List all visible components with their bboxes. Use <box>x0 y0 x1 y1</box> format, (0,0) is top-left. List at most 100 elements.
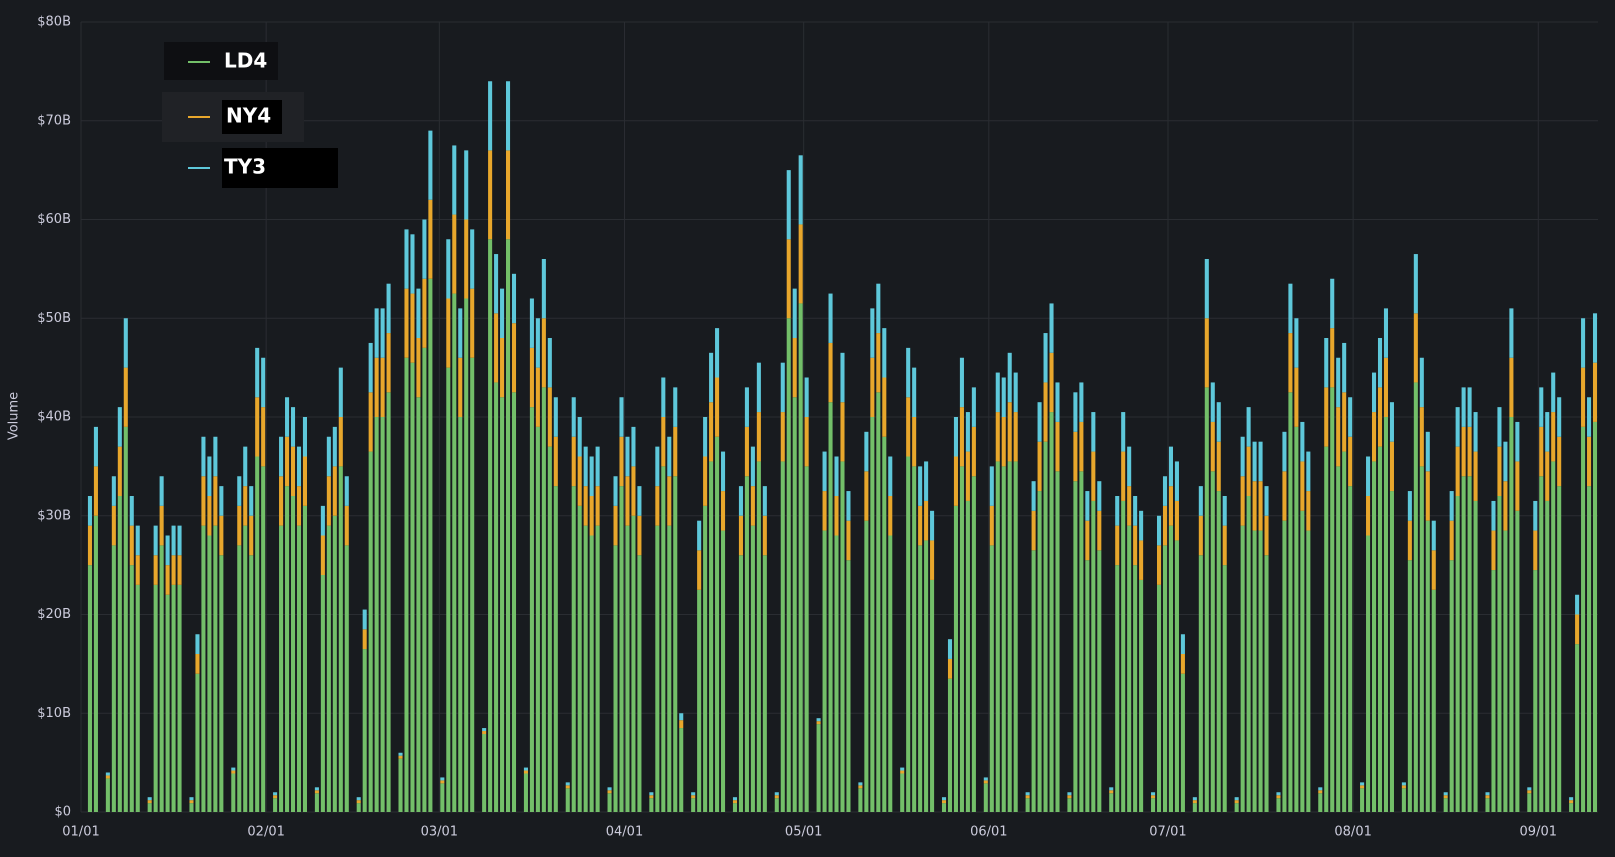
bar-segment <box>1067 798 1072 812</box>
bar-segment <box>870 308 875 358</box>
bar-segment <box>959 357 964 408</box>
bar-segment <box>965 451 970 501</box>
legend-label[interactable]: NY4 <box>226 104 271 128</box>
bar-segment <box>302 417 307 457</box>
bar-segment <box>302 505 307 812</box>
bar-segment <box>1067 792 1072 796</box>
legend-label[interactable]: TY3 <box>224 155 266 179</box>
bar-segment <box>930 510 935 541</box>
bar-segment <box>882 436 887 812</box>
bar-segment <box>882 377 887 437</box>
bar-segment <box>547 387 552 447</box>
bar-segment <box>117 446 122 496</box>
bar-segment <box>619 397 624 437</box>
bar-segment <box>774 792 779 796</box>
bar-segment <box>1503 530 1508 812</box>
bar-segment <box>1031 550 1036 812</box>
bar-segment <box>1097 481 1102 511</box>
bar-segment <box>679 728 684 812</box>
bar-segment <box>1043 382 1048 442</box>
bar-segment <box>332 466 337 516</box>
bar-segment <box>500 288 505 338</box>
bar-segment <box>1180 673 1185 812</box>
bar-segment <box>1234 803 1239 812</box>
bar-segment <box>1192 797 1197 801</box>
bar-segment <box>918 505 923 546</box>
bar-segment <box>732 803 738 812</box>
bar-segment <box>1497 496 1502 812</box>
bar-segment <box>1180 654 1185 674</box>
bar-segment <box>314 793 319 812</box>
bar-segment <box>511 392 517 812</box>
bar-segment <box>237 545 242 812</box>
bar-segment <box>1383 357 1389 417</box>
bar-segment <box>243 446 248 487</box>
bar-segment <box>1234 800 1239 804</box>
bar-segment <box>649 795 654 799</box>
bar-segment <box>637 515 642 556</box>
bar-segment <box>1449 491 1454 521</box>
bar-segment <box>762 555 767 812</box>
bar-segment <box>673 476 678 812</box>
bar-segment <box>1431 589 1436 812</box>
bar-segment <box>1210 471 1215 812</box>
x-tick-label: 07/01 <box>1149 825 1186 840</box>
bar-segment <box>1443 795 1448 799</box>
bar-segment <box>332 515 337 812</box>
bar-segment <box>1139 510 1144 541</box>
bar-segment <box>1545 412 1550 452</box>
bar-segment <box>279 525 284 812</box>
bar-segment <box>165 565 170 595</box>
bar-segment <box>553 436 558 487</box>
bar-segment <box>117 496 122 812</box>
bar-segment <box>458 357 463 417</box>
bar-segment <box>1091 500 1096 812</box>
bar-segment <box>1389 491 1394 812</box>
bar-segment <box>482 728 487 732</box>
bar-segment <box>1533 500 1538 531</box>
y-tick-label: $60B <box>37 212 71 227</box>
bar-segment <box>918 466 923 506</box>
bar-segment <box>511 273 517 324</box>
bar-segment <box>1288 333 1293 393</box>
bar-segment <box>1294 426 1299 812</box>
bar-segment <box>1192 803 1197 812</box>
bar-segment <box>1085 560 1090 812</box>
bar-segment <box>1300 510 1305 812</box>
bar-segment <box>1455 446 1460 496</box>
bar-segment <box>762 515 767 556</box>
bar-segment <box>1037 441 1042 492</box>
bar-segment <box>756 461 761 812</box>
bar-segment <box>464 298 469 812</box>
bar-segment <box>804 377 809 417</box>
bar-segment <box>285 486 290 812</box>
bar-segment <box>1001 377 1006 417</box>
bar-segment <box>1569 800 1574 804</box>
bar-segment <box>494 254 499 314</box>
bar-segment <box>625 436 630 477</box>
bar-segment <box>1491 500 1496 531</box>
bar-segment <box>1485 795 1490 799</box>
bar-segment <box>1372 412 1377 462</box>
bar-segment <box>1258 481 1263 531</box>
bar-segment <box>822 491 827 531</box>
bar-segment <box>864 471 869 521</box>
bar-segment <box>135 525 140 556</box>
bar-segment <box>1425 431 1430 472</box>
bar-segment <box>1210 382 1215 422</box>
legend-label[interactable]: LD4 <box>224 49 267 73</box>
bar-segment <box>255 347 260 398</box>
bar-segment <box>1192 800 1197 804</box>
bar-segment <box>111 476 116 506</box>
bar-segment <box>655 486 660 526</box>
bar-segment <box>338 466 343 812</box>
bar-segment <box>649 792 654 796</box>
bar-segment <box>1592 421 1598 812</box>
bar-segment <box>1198 515 1203 556</box>
bar-segment <box>529 407 534 812</box>
bar-segment <box>1097 510 1102 551</box>
bar-segment <box>798 224 803 304</box>
bar-segment <box>912 466 917 812</box>
bar-segment <box>1156 515 1162 546</box>
bar-segment <box>571 397 576 437</box>
